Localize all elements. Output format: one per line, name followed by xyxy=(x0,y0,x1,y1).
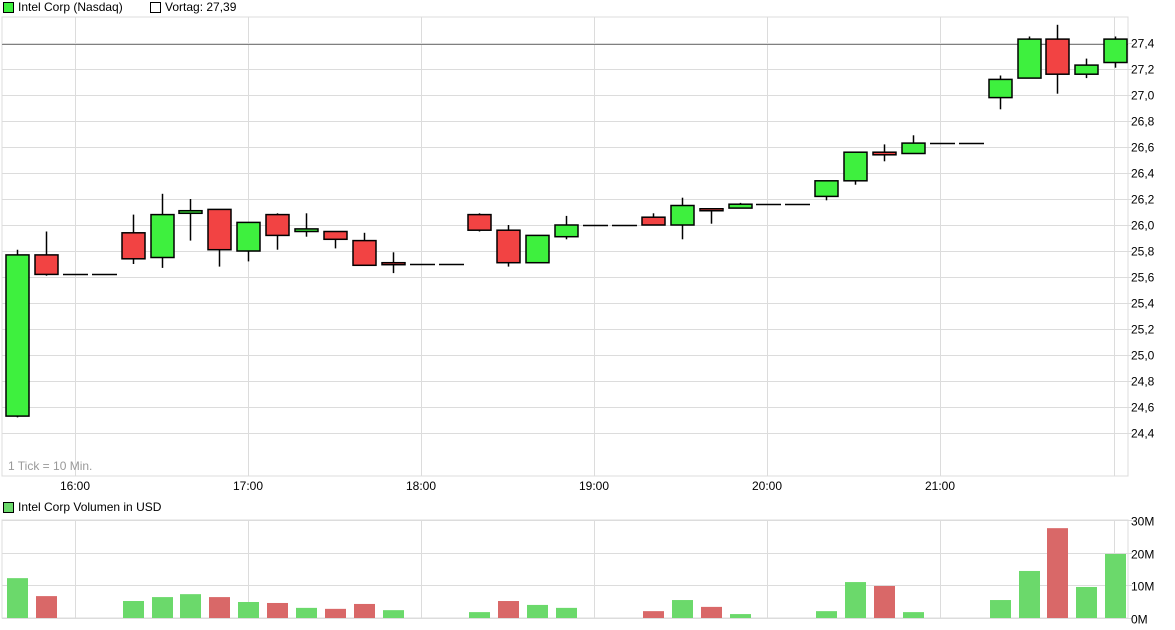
candle-down xyxy=(352,239,377,267)
volume-bar xyxy=(990,600,1011,618)
legend-price: Intel Corp (Nasdaq) xyxy=(3,0,123,14)
volume-bar xyxy=(296,607,317,618)
volume-bar xyxy=(469,612,490,618)
volume-bar xyxy=(498,601,519,618)
time-axis-label: 18:00 xyxy=(406,479,436,493)
volume-bar xyxy=(527,604,548,618)
volume-bar xyxy=(325,608,346,618)
candle-up xyxy=(1103,38,1128,64)
price-axis-label: 27,0 xyxy=(1131,89,1155,103)
candle-up xyxy=(728,203,753,209)
candle-up xyxy=(5,254,30,417)
legend-previous-close-label: Vortag: 27,39 xyxy=(165,0,237,14)
volume-bar xyxy=(1019,570,1040,618)
volume-bar xyxy=(180,594,201,618)
candle-down xyxy=(207,208,232,251)
candle-up xyxy=(814,180,839,198)
candle-down xyxy=(872,151,897,156)
price-axis-label: 24,4 xyxy=(1131,427,1155,441)
volume-bar xyxy=(267,602,288,618)
candle-down xyxy=(34,254,59,276)
price-axis-label: 24,8 xyxy=(1131,375,1155,389)
volume-bar xyxy=(36,596,57,618)
candle-down xyxy=(467,213,492,231)
price-axis-label: 24,6 xyxy=(1131,401,1155,415)
price-swatch-icon xyxy=(3,1,14,13)
candle-up xyxy=(525,234,550,264)
volume-bar xyxy=(1047,528,1068,618)
volume-bar xyxy=(672,600,693,618)
volume-axis-label: 10M xyxy=(1131,580,1154,594)
volume-bar xyxy=(383,610,404,618)
volume-bar xyxy=(556,607,577,618)
candle-up xyxy=(670,204,695,226)
volume-bar xyxy=(354,603,375,618)
candle-up xyxy=(236,221,261,252)
volume-axis-label: 20M xyxy=(1131,548,1154,562)
volume-axis-label: 0M xyxy=(1131,613,1148,627)
candle-down xyxy=(496,229,521,264)
time-axis-label: 17:00 xyxy=(233,479,263,493)
candle-up xyxy=(150,213,175,259)
price-axis-label: 27,4 xyxy=(1131,37,1155,51)
previous-close-swatch-icon xyxy=(150,1,161,13)
price-axis-label: 26,4 xyxy=(1131,167,1155,181)
volume-bar xyxy=(643,611,664,618)
volume-bar xyxy=(123,601,144,618)
time-axis-label: 21:00 xyxy=(925,479,955,493)
candle-up xyxy=(1017,38,1042,79)
candle-up xyxy=(843,151,868,182)
candle-down xyxy=(323,230,348,241)
legend-price-label: Intel Corp (Nasdaq) xyxy=(18,0,123,14)
candle-down xyxy=(699,208,724,212)
price-axis-label: 25,4 xyxy=(1131,297,1155,311)
price-axis-label: 26,0 xyxy=(1131,219,1155,233)
volume-bar xyxy=(238,601,259,618)
volume-bar xyxy=(730,614,751,618)
legend-previous-close: Vortag: 27,39 xyxy=(150,0,236,14)
candle-down xyxy=(1045,38,1070,75)
volume-bar xyxy=(1105,553,1126,618)
volume-bar xyxy=(701,606,722,618)
price-axis-label: 25,2 xyxy=(1131,323,1155,337)
legend-volume: Intel Corp Volumen in USD xyxy=(3,500,161,514)
price-axis-label: 25,6 xyxy=(1131,271,1155,285)
price-axis-label: 25,0 xyxy=(1131,349,1155,363)
price-axis-label: 26,8 xyxy=(1131,115,1155,129)
volume-bar xyxy=(845,582,866,618)
volume-axis-label: 30M xyxy=(1131,515,1154,529)
volume-bar xyxy=(7,578,28,618)
volume-bar xyxy=(903,612,924,618)
candle-up xyxy=(1074,64,1099,75)
candle-up xyxy=(554,224,579,238)
price-axis-label: 26,6 xyxy=(1131,141,1155,155)
time-axis-label: 16:00 xyxy=(60,479,90,493)
candle-up xyxy=(988,78,1013,99)
volume-bar xyxy=(874,585,895,618)
price-axis-label: 26,2 xyxy=(1131,193,1155,207)
candle-down xyxy=(265,213,290,237)
candle-down xyxy=(121,232,146,260)
price-axis-label: 25,8 xyxy=(1131,245,1155,259)
candle-down xyxy=(381,261,406,266)
volume-bar xyxy=(152,597,173,618)
time-axis-label: 20:00 xyxy=(752,479,782,493)
candle-down xyxy=(641,216,666,226)
candle-up xyxy=(294,228,319,233)
time-axis-label: 19:00 xyxy=(579,479,609,493)
volume-swatch-icon xyxy=(3,501,14,513)
volume-bar xyxy=(816,611,837,618)
volume-bar xyxy=(209,597,230,618)
price-axis-label: 27,2 xyxy=(1131,63,1155,77)
legend-volume-label: Intel Corp Volumen in USD xyxy=(18,500,162,514)
candle-up xyxy=(178,209,203,215)
volume-bar xyxy=(1076,586,1097,618)
candle-up xyxy=(901,142,926,155)
tick-interval-note: 1 Tick = 10 Min. xyxy=(8,459,92,473)
